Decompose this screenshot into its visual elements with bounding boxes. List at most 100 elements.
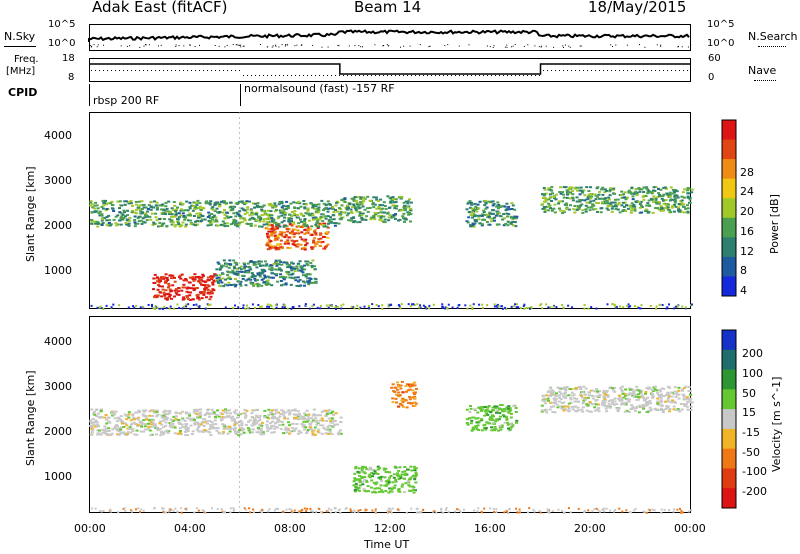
velocity-cell bbox=[593, 406, 597, 409]
power-cell bbox=[218, 205, 222, 208]
velocity-cell bbox=[184, 412, 188, 415]
cpid-divider-mid bbox=[240, 84, 241, 106]
velocity-cell bbox=[662, 395, 666, 398]
power-cell bbox=[631, 198, 635, 201]
power-cell bbox=[578, 189, 582, 192]
power-cell bbox=[294, 232, 298, 235]
power-cell bbox=[686, 204, 689, 207]
velocity-cell bbox=[174, 417, 178, 420]
power-ground-cell bbox=[567, 304, 570, 307]
velocity-cell bbox=[156, 426, 159, 429]
velocity-ground-cell bbox=[312, 510, 314, 513]
power-cell bbox=[640, 211, 644, 214]
power-cell bbox=[232, 265, 236, 268]
velocity-cell bbox=[119, 415, 123, 418]
power-cell bbox=[393, 207, 397, 210]
velocity-ground-cell bbox=[418, 511, 421, 514]
velocity-cell bbox=[268, 427, 272, 430]
power-ground-cell bbox=[127, 306, 130, 309]
velocity-ground-cell bbox=[599, 510, 601, 513]
velocity-cell bbox=[676, 408, 680, 410]
velocity-cell bbox=[486, 406, 490, 409]
power-cell bbox=[360, 218, 364, 221]
velocity-cell bbox=[615, 403, 619, 406]
velocity-cell bbox=[194, 412, 198, 415]
velocity-cell bbox=[353, 479, 357, 482]
power-cell bbox=[179, 224, 183, 227]
power-cell bbox=[225, 211, 229, 214]
velocity-cell bbox=[686, 398, 690, 401]
power-ground-cell bbox=[407, 303, 410, 306]
velocity-ground-cell bbox=[329, 511, 332, 514]
power-ground-cell bbox=[399, 307, 402, 310]
velocity-cell bbox=[278, 415, 282, 418]
velocity-cell bbox=[509, 423, 513, 426]
power-cell bbox=[248, 266, 252, 269]
power-ground-cell bbox=[151, 305, 153, 308]
power-ground-cell bbox=[428, 307, 431, 310]
power-cell bbox=[165, 277, 169, 280]
velocity-cell bbox=[655, 389, 659, 392]
power-ground-cell bbox=[501, 307, 504, 310]
power-cell bbox=[206, 216, 210, 218]
nave-dot bbox=[467, 75, 468, 76]
power-cell bbox=[662, 193, 666, 196]
velocity-ground-cell bbox=[546, 508, 549, 511]
velocity-cell bbox=[138, 420, 142, 423]
power-cell bbox=[158, 221, 162, 224]
power-cell bbox=[626, 207, 630, 210]
power-cell bbox=[634, 190, 638, 193]
power-cell bbox=[270, 220, 274, 223]
velocity-cell bbox=[622, 403, 626, 406]
velocity-cell bbox=[93, 421, 96, 423]
power-cell bbox=[292, 241, 296, 244]
power-cell bbox=[258, 225, 261, 228]
power-cell bbox=[480, 223, 484, 226]
power-cell bbox=[338, 213, 342, 216]
power-cell bbox=[579, 204, 583, 207]
power-cell bbox=[690, 191, 694, 194]
velocity-cell bbox=[581, 396, 585, 399]
power-cell bbox=[674, 197, 678, 200]
power-cell bbox=[303, 207, 307, 210]
power-cell bbox=[133, 215, 137, 218]
nsearch-dot bbox=[489, 46, 491, 48]
velocity-cell bbox=[575, 397, 579, 400]
power-cell bbox=[592, 204, 596, 207]
velocity-cell bbox=[328, 428, 332, 431]
power-cell bbox=[329, 216, 332, 219]
power-cell bbox=[547, 187, 551, 190]
velocity-cell bbox=[154, 433, 158, 436]
power-cell bbox=[279, 260, 283, 263]
velocity-ground-cell bbox=[503, 511, 506, 514]
power-ground-cell bbox=[481, 303, 484, 306]
power-cell bbox=[594, 208, 598, 210]
nave-dot bbox=[147, 70, 148, 71]
velocity-cell bbox=[370, 472, 374, 474]
power-cell bbox=[168, 211, 172, 214]
power-cell bbox=[303, 219, 307, 222]
power-cell bbox=[183, 216, 187, 219]
velocity-cell bbox=[591, 403, 594, 406]
velocity-cell bbox=[303, 412, 307, 415]
velocity-cell bbox=[540, 410, 544, 413]
velocity-cell bbox=[655, 408, 659, 411]
velocity-cell bbox=[245, 409, 249, 412]
power-cell bbox=[585, 201, 589, 204]
power-cell bbox=[168, 218, 172, 221]
power-cell bbox=[234, 224, 238, 226]
power-cell bbox=[141, 217, 145, 220]
power-cell bbox=[221, 220, 225, 223]
power-ground-cell bbox=[163, 305, 166, 308]
power-cell bbox=[170, 274, 174, 277]
velocity-cell bbox=[409, 465, 413, 468]
vel-cbar-step bbox=[722, 409, 736, 430]
power-cell bbox=[89, 201, 93, 204]
power-cell bbox=[284, 276, 288, 279]
power-cell bbox=[668, 195, 672, 198]
power-cell bbox=[651, 191, 655, 194]
velocity-cell bbox=[635, 399, 639, 401]
velocity-cell bbox=[581, 406, 585, 409]
velocity-cell bbox=[486, 413, 490, 416]
velocity-cell bbox=[543, 400, 547, 402]
